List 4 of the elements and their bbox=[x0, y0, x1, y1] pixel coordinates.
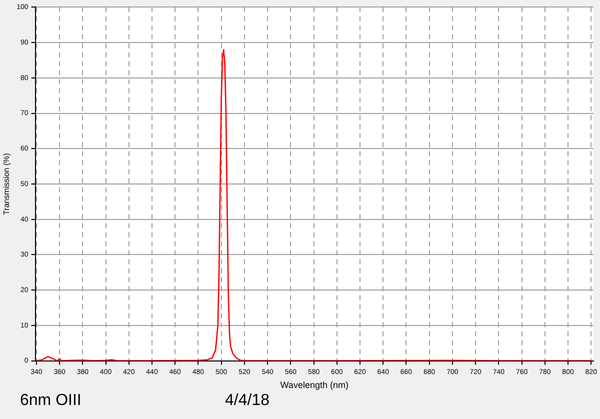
text: 6nm OIII bbox=[20, 392, 82, 410]
x-axis-title: Wavelength (nm) bbox=[280, 380, 348, 390]
y-axis-title: Transmission (%) bbox=[2, 152, 12, 215]
text: 4/4/18 bbox=[225, 392, 270, 410]
